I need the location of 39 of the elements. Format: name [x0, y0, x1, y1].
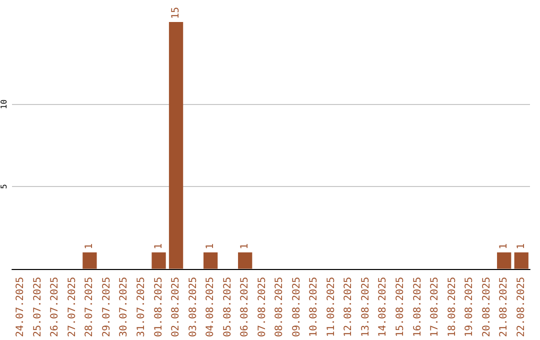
x-tick-label: 04.08.2025 [205, 276, 216, 338]
x-tick-label: 02.08.2025 [170, 276, 182, 338]
y-tick-label: 10 [0, 99, 8, 110]
x-tick-label: 16.08.2025 [412, 276, 424, 338]
x-tick-label: 18.08.2025 [446, 276, 458, 338]
data-label: 1 [153, 243, 164, 250]
x-tick-label: 21.08.2025 [498, 276, 510, 338]
x-tick-label: 22.08.2025 [516, 276, 527, 338]
x-tick-label: 09.08.2025 [291, 276, 302, 338]
x-tick-label: 20.08.2025 [481, 276, 492, 338]
x-tick-label: 26.07.2025 [50, 276, 61, 338]
x-tick-label: 12.08.2025 [343, 276, 354, 338]
data-label: 1 [205, 243, 216, 250]
x-tick-label: 30.07.2025 [118, 276, 130, 338]
x-tick-label: 19.08.2025 [464, 276, 476, 338]
x-tick-label: 14.08.2025 [378, 276, 389, 338]
x-tick-label: 01.08.2025 [153, 276, 164, 338]
x-tick-label: 05.08.2025 [222, 276, 234, 338]
x-tick-label: 31.07.2025 [136, 276, 147, 338]
x-tick-label: 10.08.2025 [308, 276, 320, 338]
data-label: 1 [516, 243, 527, 250]
x-tick-label: 11.08.2025 [326, 276, 337, 338]
x-tick-label: 27.07.2025 [66, 276, 78, 338]
data-label: 1 [498, 243, 510, 250]
x-tick-label: 07.08.2025 [256, 276, 268, 338]
x-tick-label: 24.07.2025 [15, 276, 26, 338]
x-tick-label: 15.08.2025 [395, 276, 406, 338]
x-tick-label: 25.07.2025 [32, 276, 44, 338]
x-tick-label: 29.07.2025 [101, 276, 112, 338]
data-label: 1 [240, 243, 251, 250]
data-label: 1 [84, 243, 96, 250]
y-tick-label: 5 [0, 184, 8, 189]
x-tick-label: 08.08.2025 [274, 276, 286, 338]
x-tick-label: 03.08.2025 [188, 276, 199, 338]
x-tick-label: 17.08.2025 [430, 276, 441, 338]
x-tick-label: 13.08.2025 [360, 276, 372, 338]
x-tick-label: 28.07.2025 [84, 276, 96, 338]
x-tick-label: 06.08.2025 [240, 276, 251, 338]
data-label: 15 [170, 6, 182, 19]
